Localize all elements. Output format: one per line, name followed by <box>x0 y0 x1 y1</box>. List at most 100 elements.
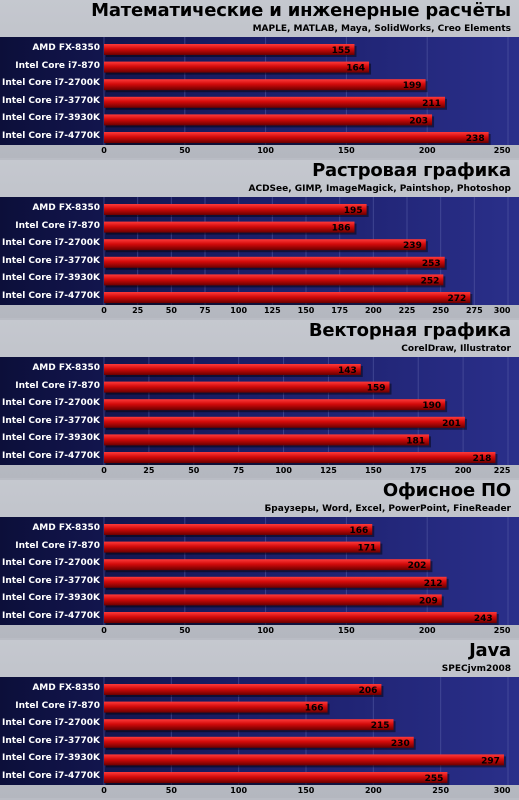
bar <box>104 399 446 411</box>
bar-value-label: 218 <box>473 454 492 464</box>
bar-value-label: 201 <box>442 419 461 429</box>
x-tick-label: 50 <box>179 626 191 635</box>
chart-title: Растровая графика <box>312 160 511 181</box>
x-tick-label: 0 <box>101 626 107 635</box>
x-tick-label: 100 <box>275 466 292 475</box>
chart-title: Векторная графика <box>308 320 511 341</box>
chart-subtitle: CorelDraw, Illustrator <box>401 344 511 354</box>
category-label: Intel Core i7-4770K <box>2 291 100 301</box>
bar <box>104 416 465 428</box>
x-tick-label: 125 <box>320 466 337 475</box>
category-label: Intel Core i7-3770K <box>2 415 100 426</box>
bar-value-label: 199 <box>403 81 422 91</box>
bar-value-label: 211 <box>422 99 441 109</box>
x-tick-label: 175 <box>331 306 349 315</box>
bar <box>104 114 433 126</box>
bar <box>104 524 373 535</box>
bar <box>104 576 447 588</box>
category-label: Intel Core i7-3930K <box>2 433 100 444</box>
bar-value-label: 209 <box>419 596 438 606</box>
bar-value-label: 181 <box>406 436 425 446</box>
x-axis-ticks: 0 25 50 75 100 125 150 175 200 225 250 275 300 <box>0 306 519 318</box>
category-label: AMD FX-8350 <box>32 683 100 693</box>
bar <box>104 452 496 463</box>
category-label: Intel Core i7-870 <box>15 700 100 711</box>
x-tick-label: 75 <box>233 466 245 475</box>
category-label: Intel Core i7-3770K <box>2 95 100 106</box>
x-axis-ticks: 0 50 100 150 200 250 300 <box>0 786 519 798</box>
category-label: Intel Core i7-3770K <box>2 575 100 586</box>
bar-value-label: 155 <box>332 46 351 56</box>
x-tick-label: 0 <box>101 466 107 475</box>
bar <box>104 559 431 571</box>
x-tick-label: 300 <box>493 306 511 315</box>
category-label: Intel Core i7-4770K <box>2 451 100 461</box>
category-label: Intel Core i7-2700K <box>2 558 100 569</box>
x-tick-label: 100 <box>230 786 248 795</box>
x-tick-label: 250 <box>493 146 511 155</box>
x-tick-label: 225 <box>398 306 416 315</box>
category-label: Intel Core i7-3930K <box>2 113 100 124</box>
category-label: Intel Core i7-3930K <box>2 273 100 284</box>
x-tick-label: 50 <box>165 786 177 795</box>
bar-value-label: 171 <box>358 544 377 554</box>
category-label: AMD FX-8350 <box>32 43 100 53</box>
x-tick-label: 0 <box>101 306 107 315</box>
plot-area: AMD FX-8350 Intel Core i7-870 Intel Core i… <box>0 197 519 305</box>
category-label: Intel Core i7-4770K <box>2 611 100 621</box>
bar <box>104 381 390 393</box>
bar-value-label: 239 <box>403 241 422 251</box>
bar-value-label: 143 <box>338 366 357 376</box>
chart-subtitle: ACDSee, GIMP, ImageMagick, Paintshop, Ph… <box>248 184 511 194</box>
x-tick-label: 150 <box>364 466 382 475</box>
x-tick-label: 200 <box>364 306 382 315</box>
category-label: Intel Core i7-3930K <box>2 593 100 604</box>
category-label: Intel Core i7-870 <box>15 60 100 71</box>
x-tick-label: 50 <box>188 466 200 475</box>
bar-value-label: 203 <box>409 116 428 126</box>
bar <box>104 594 442 606</box>
category-label: AMD FX-8350 <box>32 523 100 533</box>
chart-subtitle: SPECjvm2008 <box>441 664 511 674</box>
category-label: Intel Core i7-870 <box>15 220 100 231</box>
bar <box>104 204 367 215</box>
bar <box>104 96 445 108</box>
category-label: Intel Core i7-2700K <box>2 718 100 729</box>
bar-value-label: 212 <box>424 579 443 589</box>
x-tick-label: 200 <box>364 786 382 795</box>
bar-value-label: 166 <box>305 704 324 714</box>
chart-panel: Векторная графика CorelDraw, Illustrator A… <box>0 320 519 478</box>
bar <box>104 719 394 731</box>
x-tick-label: 250 <box>432 786 450 795</box>
bar <box>104 44 355 55</box>
bar-chart-svg: 166 171 202 212 209 243 <box>103 517 509 625</box>
bar <box>104 274 444 286</box>
chart-title: Офисное ПО <box>382 480 511 501</box>
bar-value-label: 238 <box>466 134 485 144</box>
bar <box>104 541 381 553</box>
bar-value-label: 272 <box>447 294 466 304</box>
bar-value-label: 190 <box>422 401 441 411</box>
chart-panel: Математические и инженерные расчёты MAPLE… <box>0 0 519 158</box>
chart-title: Математические и инженерные расчёты <box>91 0 511 21</box>
bar <box>104 79 426 91</box>
category-label: Intel Core i7-2700K <box>2 78 100 89</box>
category-label: Intel Core i7-4770K <box>2 771 100 781</box>
bar <box>104 612 497 623</box>
x-tick-label: 25 <box>132 306 144 315</box>
plot-area: AMD FX-8350 Intel Core i7-870 Intel Core i… <box>0 37 519 145</box>
x-tick-label: 200 <box>418 146 436 155</box>
bar-value-label: 243 <box>474 614 493 624</box>
x-tick-label: 50 <box>165 306 177 315</box>
x-tick-label: 200 <box>418 626 436 635</box>
bar-value-label: 166 <box>349 526 368 536</box>
x-axis-ticks: 0 25 50 75 100 125 150 175 200 225 <box>0 466 519 478</box>
x-tick-label: 150 <box>297 786 315 795</box>
bar <box>104 221 355 233</box>
category-label: Intel Core i7-870 <box>15 540 100 551</box>
x-tick-label: 250 <box>493 626 511 635</box>
category-label: Intel Core i7-3770K <box>2 735 100 746</box>
